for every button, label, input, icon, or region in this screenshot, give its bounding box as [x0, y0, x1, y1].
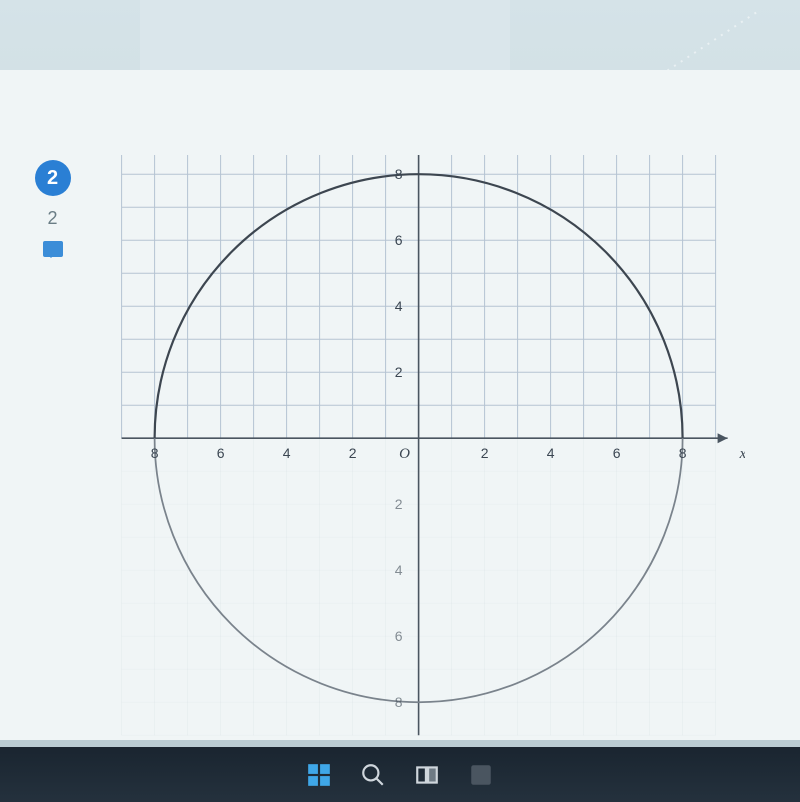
svg-text:6: 6	[395, 232, 403, 248]
svg-text:x: x	[739, 446, 745, 462]
search-icon[interactable]	[360, 762, 386, 788]
svg-text:6: 6	[395, 628, 403, 644]
svg-text:4: 4	[395, 298, 403, 314]
badge-label: 2	[47, 167, 58, 190]
svg-text:8: 8	[151, 445, 159, 461]
coordinate-chart: 8642246824682468Oxy	[105, 155, 745, 745]
svg-text:2: 2	[395, 496, 403, 512]
windows-start-icon[interactable]	[306, 762, 332, 788]
app-icon[interactable]	[468, 762, 494, 788]
svg-text:2: 2	[481, 445, 489, 461]
chart-container: 8642246824682468Oxy	[105, 70, 800, 740]
svg-text:6: 6	[217, 445, 225, 461]
svg-text:4: 4	[547, 445, 555, 461]
svg-text:8: 8	[395, 166, 403, 182]
svg-text:8: 8	[395, 694, 403, 710]
svg-text:4: 4	[283, 445, 291, 461]
svg-text:O: O	[399, 446, 410, 462]
taskbar[interactable]	[0, 747, 800, 802]
top-panel	[140, 0, 510, 70]
svg-text:2: 2	[349, 445, 357, 461]
svg-text:8: 8	[679, 445, 687, 461]
svg-text:4: 4	[395, 562, 403, 578]
taskview-icon[interactable]	[414, 762, 440, 788]
svg-text:2: 2	[395, 364, 403, 380]
sidebar: 2 2	[0, 70, 105, 740]
sidebar-count: 2	[47, 208, 57, 229]
page-area: 2 2 8642246824682468Oxy	[0, 70, 800, 740]
comment-icon[interactable]	[43, 241, 63, 257]
question-number-badge[interactable]: 2	[35, 160, 71, 196]
svg-text:6: 6	[613, 445, 621, 461]
